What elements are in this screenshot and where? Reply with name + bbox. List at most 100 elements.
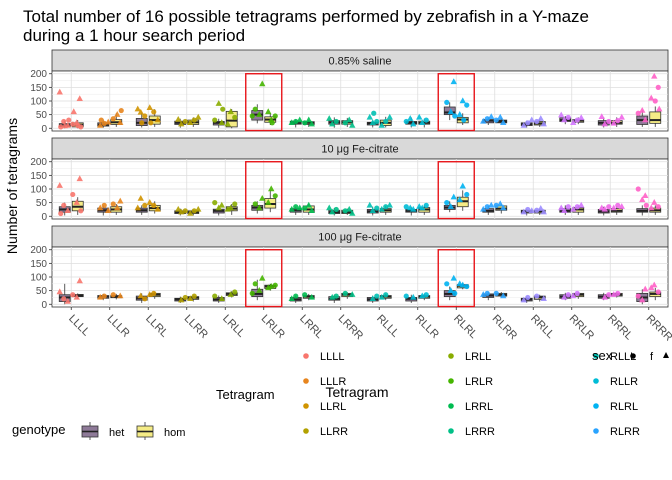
data-point-m xyxy=(227,291,234,297)
legend-label-het: het xyxy=(109,427,124,439)
data-point-m xyxy=(456,280,463,287)
data-point-f xyxy=(212,200,218,206)
data-point-m xyxy=(97,293,104,300)
y-tick-label: 150 xyxy=(30,259,47,270)
data-point-m xyxy=(56,182,63,188)
x-tick-label: LLLR xyxy=(105,313,132,340)
data-point-m xyxy=(378,205,385,212)
data-point-m xyxy=(70,108,77,115)
data-point-m xyxy=(528,116,535,123)
data-point-m xyxy=(561,293,568,300)
legend-label-tetragram: LLLL xyxy=(320,351,344,363)
x-tick-labels: LLLL LLLR LLRL LLRR LRLL LRLR LRRL LRRR RLLL RLLR… xyxy=(66,307,672,344)
data-point-m xyxy=(224,205,231,212)
data-point-m xyxy=(134,105,141,112)
data-point-m xyxy=(407,115,414,121)
legend-swatch-tetragram xyxy=(303,403,309,409)
data-point-f xyxy=(232,289,238,295)
legend-swatch-tetragram xyxy=(593,378,599,384)
legend-label-tetragram: RLRL xyxy=(610,401,638,413)
x-tick-label: RRRL xyxy=(605,313,635,343)
data-point-m xyxy=(450,274,457,281)
data-point-m xyxy=(500,119,507,126)
data-point-f xyxy=(342,208,348,214)
data-point-f xyxy=(493,290,499,296)
legend-label-tetragram: RLRR xyxy=(610,426,640,438)
legend-swatch-tetragram xyxy=(448,378,454,384)
highlight-box xyxy=(245,161,283,220)
data-point-m xyxy=(64,297,71,304)
data-point-m xyxy=(346,116,353,123)
data-point-m xyxy=(105,118,112,125)
data-point-m xyxy=(561,116,568,123)
y-tick-label: 50 xyxy=(36,286,48,297)
data-point-f xyxy=(655,84,661,90)
data-point-m xyxy=(154,116,161,123)
data-point-m xyxy=(528,207,535,214)
y-tick-label: 200 xyxy=(30,69,47,80)
data-point-f xyxy=(191,293,197,299)
data-point-f xyxy=(461,117,467,123)
data-point-m xyxy=(175,205,182,212)
data-point-m xyxy=(288,119,295,126)
data-point-f xyxy=(302,292,308,298)
data-point-m xyxy=(366,113,373,120)
data-point-f xyxy=(98,117,104,123)
data-point-f xyxy=(293,118,299,125)
data-point-f xyxy=(139,120,145,126)
data-point-m xyxy=(447,203,454,209)
data-point-m xyxy=(326,204,333,211)
legend-swatch-tetragram xyxy=(593,353,599,359)
data-point-m xyxy=(648,94,655,101)
legend-label-hom: hom xyxy=(164,427,185,439)
data-point-f xyxy=(374,293,380,299)
data-point-m xyxy=(349,291,356,297)
data-point-f xyxy=(142,296,148,302)
legend-label-tetragram: LRRR xyxy=(465,426,495,438)
data-point-f xyxy=(220,106,226,112)
data-point-f xyxy=(142,202,148,208)
data-point-m xyxy=(305,201,312,208)
legend-title-genotype: genotype xyxy=(12,422,66,437)
data-point-m xyxy=(459,182,466,189)
x-tick-label: LRLL xyxy=(220,313,247,340)
legend-label-tetragram: LRLR xyxy=(465,376,493,388)
data-point-f xyxy=(110,116,116,122)
data-point-f xyxy=(182,294,188,301)
legend-shape-m xyxy=(663,352,669,358)
data-point-m xyxy=(500,292,507,299)
data-point-f xyxy=(58,210,64,217)
data-point-f xyxy=(66,117,72,123)
data-point-f xyxy=(110,201,116,207)
data-point-m xyxy=(488,201,495,208)
data-point-m xyxy=(195,113,202,120)
data-point-f xyxy=(383,204,389,210)
data-point-m xyxy=(480,291,487,297)
x-tick-label: LLRL xyxy=(143,313,170,340)
data-point-f xyxy=(70,292,76,298)
data-point-m xyxy=(265,284,272,291)
data-point-f xyxy=(534,293,540,299)
data-point-f xyxy=(606,118,612,125)
data-point-m xyxy=(410,120,417,127)
data-point-m xyxy=(61,122,68,129)
data-point-f xyxy=(371,110,377,116)
data-point-m xyxy=(349,209,356,216)
data-point-m xyxy=(114,204,121,211)
data-point-m xyxy=(419,119,426,126)
highlight-box xyxy=(245,73,283,132)
data-point-m xyxy=(369,207,376,214)
data-point-m xyxy=(497,113,504,120)
data-point-f xyxy=(525,294,531,301)
y-tick-label: 50 xyxy=(36,110,48,121)
data-point-m xyxy=(651,281,658,288)
legend-swatch-tetragram xyxy=(303,428,309,434)
data-point-m xyxy=(215,100,222,106)
y-tick-label: 0 xyxy=(41,300,47,311)
legend-swatch-tetragram xyxy=(448,353,454,359)
facet-strip-label: 10 μg Fe-citrate xyxy=(321,144,398,156)
legend-label-tetragram: RLLR xyxy=(610,376,638,388)
data-point-m xyxy=(146,104,153,111)
legend-swatch-tetragram xyxy=(303,353,309,359)
data-point-m xyxy=(308,120,315,127)
